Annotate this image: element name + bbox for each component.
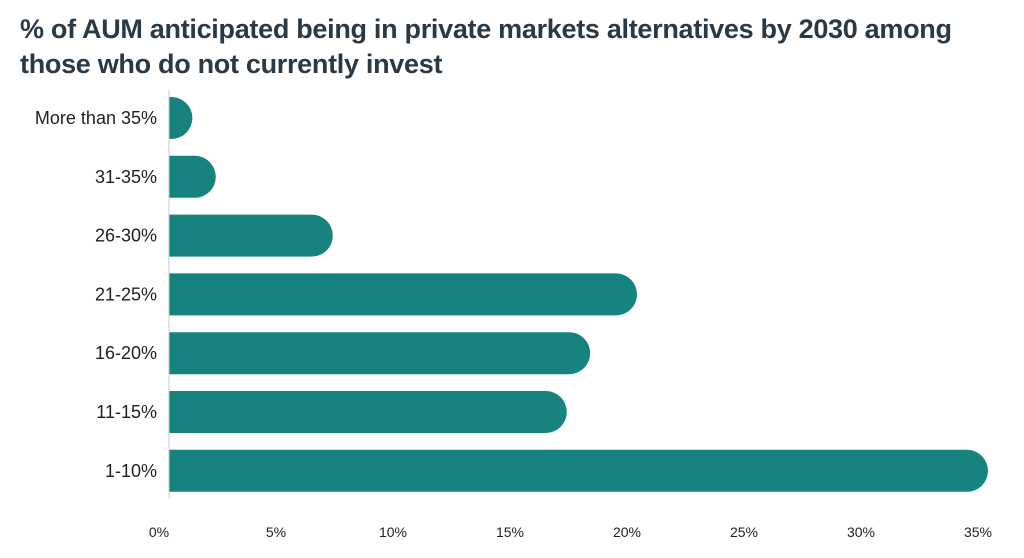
category-label: 1-10%	[105, 461, 157, 481]
x-tick-label: 20%	[613, 524, 641, 540]
bar-11-15	[169, 391, 567, 433]
bar-more-than-35	[169, 97, 193, 139]
category-label: 26-30%	[95, 226, 157, 246]
x-tick-label: 30%	[847, 524, 875, 540]
bars-layer	[169, 97, 988, 492]
category-labels: More than 35% 31-35% 26-30% 21-25% 16-20% 11-…	[35, 108, 157, 481]
category-label: 16-20%	[95, 343, 157, 363]
x-tick-label: 25%	[730, 524, 758, 540]
category-label: More than 35%	[35, 108, 157, 128]
bar-26-30	[169, 214, 333, 257]
category-label: 21-25%	[95, 284, 157, 304]
bar-16-20	[169, 332, 591, 375]
category-label: 31-35%	[95, 167, 157, 187]
bar-1-10	[169, 449, 988, 492]
x-axis-tick-labels: 0% 5% 10% 15% 20% 25% 30% 35%	[149, 524, 992, 540]
bar-31-35	[169, 155, 216, 198]
x-tick-label: 5%	[266, 524, 286, 540]
x-tick-label: 35%	[964, 524, 992, 540]
bar-21-25	[169, 273, 637, 316]
x-tick-label: 10%	[379, 524, 407, 540]
chart-title: % of AUM anticipated being in private ma…	[20, 14, 952, 79]
x-tick-label: 0%	[149, 524, 169, 540]
category-label: 11-15%	[96, 402, 157, 422]
x-tick-label: 15%	[496, 524, 524, 540]
